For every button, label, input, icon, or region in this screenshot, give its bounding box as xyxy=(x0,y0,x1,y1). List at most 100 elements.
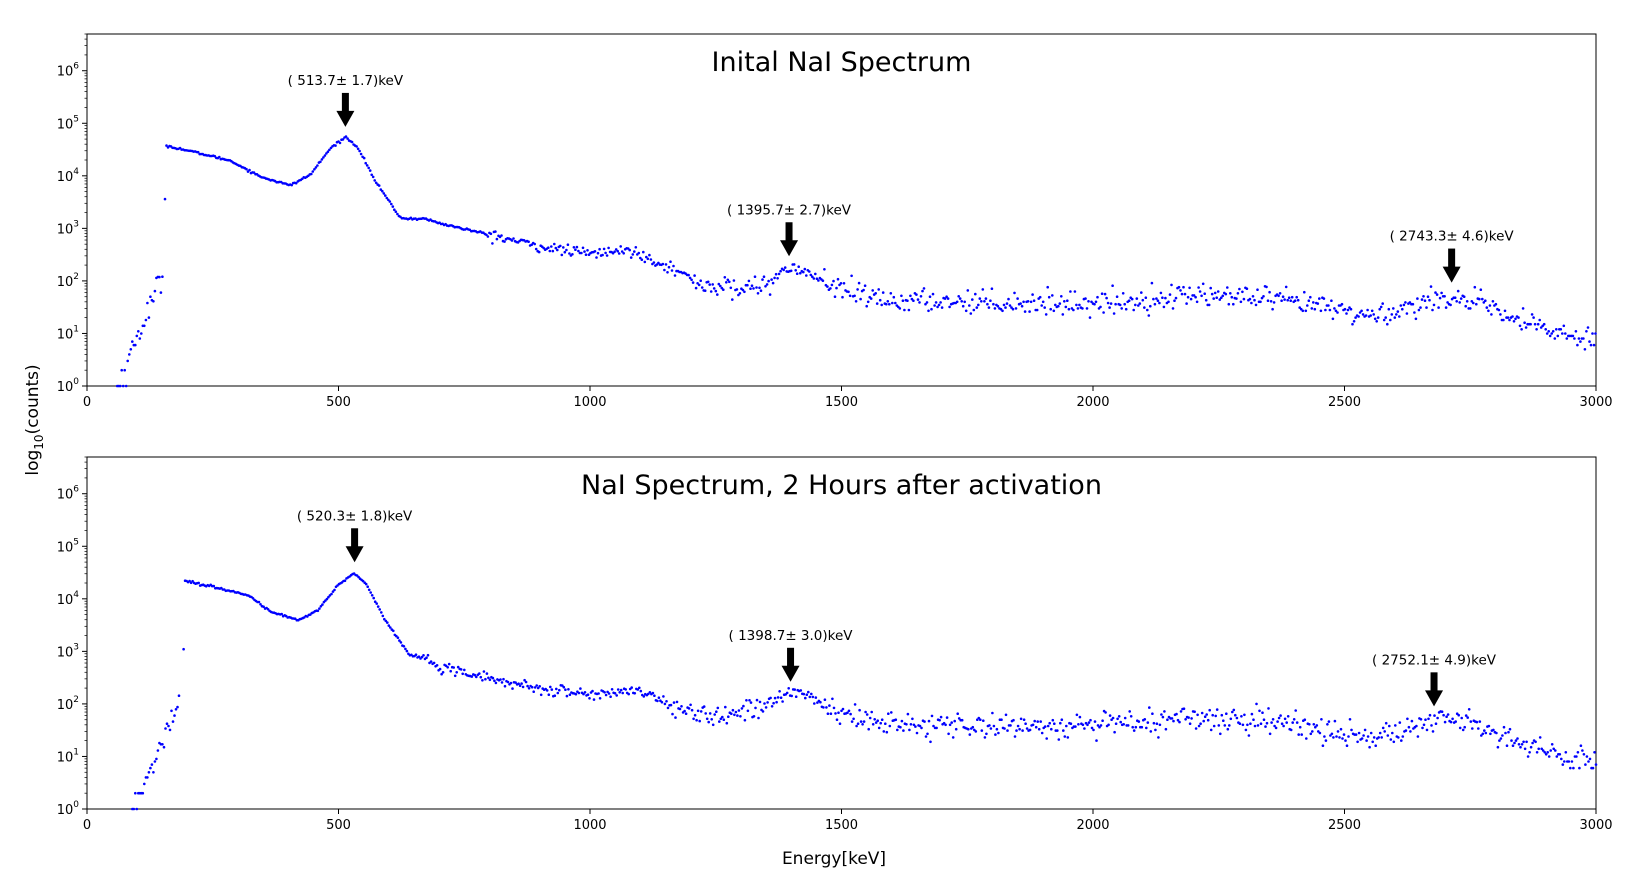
data-point xyxy=(1307,299,1311,303)
data-point xyxy=(314,166,318,169)
data-point xyxy=(1581,749,1584,752)
data-point xyxy=(757,716,760,720)
data-point xyxy=(535,684,538,687)
data-point xyxy=(1283,298,1286,301)
data-point xyxy=(1259,300,1262,304)
data-point xyxy=(1271,307,1274,311)
data-point xyxy=(1487,724,1491,728)
data-point xyxy=(1114,302,1117,306)
data-point xyxy=(1408,301,1412,304)
data-point xyxy=(847,709,851,713)
data-point xyxy=(152,300,155,303)
data-point xyxy=(785,691,789,695)
data-point xyxy=(620,250,624,253)
data-point xyxy=(935,726,938,730)
data-point xyxy=(906,299,909,303)
data-point xyxy=(1363,728,1367,732)
data-point xyxy=(1194,727,1198,730)
data-point xyxy=(754,706,757,710)
data-point xyxy=(384,619,388,623)
data-point xyxy=(737,293,740,297)
data-point xyxy=(1308,723,1311,726)
data-point xyxy=(726,278,730,282)
peak-annotation-label: ( 2752.1± 4.9)keV xyxy=(1372,652,1497,668)
data-point xyxy=(912,299,915,303)
data-point xyxy=(695,718,698,722)
data-point xyxy=(367,166,371,170)
data-point xyxy=(1252,718,1255,721)
data-point xyxy=(1207,303,1211,307)
data-point xyxy=(174,708,178,711)
data-point xyxy=(914,725,917,728)
data-point xyxy=(1512,320,1516,323)
data-point xyxy=(1438,296,1442,300)
data-point xyxy=(1460,716,1463,720)
data-point xyxy=(888,302,891,306)
data-point xyxy=(1034,725,1038,729)
data-point xyxy=(316,609,320,613)
data-point xyxy=(1523,747,1527,751)
data-point xyxy=(1425,306,1428,309)
data-point xyxy=(1019,717,1023,721)
data-point xyxy=(1281,295,1285,299)
data-point xyxy=(1292,718,1296,721)
data-point xyxy=(1069,722,1073,725)
data-point xyxy=(969,312,973,315)
data-point xyxy=(769,696,772,700)
data-point xyxy=(1469,720,1473,723)
data-point xyxy=(1442,713,1445,717)
data-point xyxy=(1243,713,1246,717)
data-point xyxy=(729,286,733,290)
y-tick-label: 105 xyxy=(57,537,79,555)
data-point xyxy=(808,270,811,273)
data-point xyxy=(1484,299,1487,303)
data-point xyxy=(380,611,383,614)
data-point xyxy=(1021,729,1024,732)
x-tick-label: 1000 xyxy=(573,818,606,833)
data-point xyxy=(1379,305,1383,309)
data-point xyxy=(817,279,820,282)
data-point xyxy=(1150,281,1154,285)
data-point xyxy=(330,592,333,596)
data-point xyxy=(572,246,576,249)
data-point xyxy=(1431,730,1435,733)
data-point xyxy=(891,301,894,305)
data-point xyxy=(1440,710,1444,713)
data-point xyxy=(774,272,778,276)
data-point xyxy=(1386,322,1389,326)
data-point xyxy=(1352,320,1356,323)
data-point xyxy=(756,292,760,295)
data-point xyxy=(657,696,661,699)
data-point xyxy=(1198,290,1202,293)
data-point xyxy=(1242,297,1246,301)
data-point xyxy=(747,279,751,283)
data-point xyxy=(908,728,911,732)
data-point xyxy=(356,147,360,151)
data-point xyxy=(1531,741,1534,745)
data-point xyxy=(752,715,756,718)
data-point xyxy=(584,253,588,256)
data-point xyxy=(1513,741,1516,745)
data-point xyxy=(672,264,675,268)
data-point xyxy=(1132,308,1135,312)
data-point xyxy=(588,697,591,700)
data-point xyxy=(533,242,536,246)
data-point xyxy=(149,295,152,299)
data-point xyxy=(1576,751,1580,754)
x-tick-label: 3000 xyxy=(1579,818,1612,833)
x-axis-label: Energy[keV] xyxy=(782,849,886,869)
data-point xyxy=(692,717,695,721)
data-point xyxy=(648,691,652,694)
data-point xyxy=(1289,299,1292,303)
data-point xyxy=(1538,736,1542,739)
data-point xyxy=(1108,306,1111,309)
data-point xyxy=(794,695,798,698)
data-point xyxy=(1149,304,1152,308)
data-point xyxy=(1201,282,1205,286)
data-point xyxy=(924,735,928,738)
data-point xyxy=(355,145,358,148)
data-point xyxy=(693,274,696,277)
data-point xyxy=(994,733,997,736)
data-point xyxy=(977,716,981,720)
data-point xyxy=(1520,743,1524,746)
